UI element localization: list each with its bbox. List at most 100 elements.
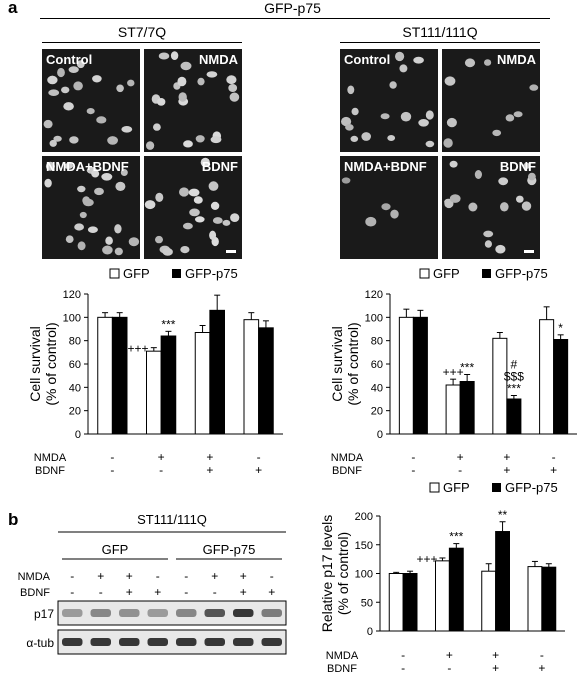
blot-band (62, 609, 83, 617)
micrograph-tile (442, 49, 540, 152)
cell-nucleus (380, 113, 390, 120)
legend-swatch-gfp (429, 482, 440, 493)
cell-nucleus (158, 52, 170, 60)
bar-gfp (388, 573, 404, 632)
cell-nucleus (418, 119, 429, 127)
cell-nucleus (87, 226, 98, 233)
legend-label-gfp: GFP (443, 480, 470, 495)
cell-nucleus (528, 172, 536, 181)
figure-header-title: GFP-p75 (264, 0, 321, 16)
significance-marker: +++ (127, 342, 148, 356)
bar-gfp-p75 (412, 316, 428, 435)
cell-nucleus (341, 177, 351, 184)
bar-gfp-p75 (258, 327, 274, 435)
bar-gfp-p75 (495, 531, 510, 632)
cell-nucleus (121, 126, 133, 133)
cell-nucleus (183, 140, 193, 148)
bar-gfp-p75 (506, 398, 522, 435)
significance-marker: +++ (443, 365, 464, 379)
bar-gfp (146, 350, 162, 435)
cell-nucleus (101, 173, 113, 181)
cell-nucleus (341, 116, 352, 127)
y-tick-label: 100 (355, 569, 373, 581)
cell-nucleus (513, 111, 523, 118)
cell-nucleus (495, 244, 506, 254)
condition-value: - (552, 450, 556, 464)
legend-swatch-gfp-p75 (492, 483, 501, 492)
blot-condition-value: - (99, 585, 103, 599)
cell-nucleus (212, 217, 223, 224)
bar-gfp-p75 (209, 309, 225, 435)
legend-label-gfp-p75: GFP-p75 (495, 268, 548, 281)
cell-nucleus (345, 124, 354, 131)
cell-nucleus (483, 230, 494, 238)
condition-value: + (206, 463, 213, 477)
blot-band (233, 638, 254, 646)
cell-nucleus (92, 75, 102, 83)
cell-nucleus (127, 79, 135, 87)
bar-gfp-p75 (553, 339, 569, 435)
cell-nucleus (365, 216, 377, 227)
blot-condition-value: - (270, 569, 274, 583)
blot-condition-value: + (126, 569, 133, 583)
y-tick-label: 50 (361, 597, 373, 609)
cell-nucleus (350, 135, 359, 142)
cell-nucleus (449, 160, 458, 168)
scale-bar (226, 250, 236, 253)
blot-condition-value: - (70, 585, 74, 599)
micrograph-group-st111: ST111/111Q Control NMDA NMDA+BDNF BDNF (340, 24, 540, 264)
group-rule (340, 42, 540, 43)
y-tick-label: 60 (69, 359, 81, 371)
condition-label: BDNF (35, 465, 65, 477)
cell-nucleus (91, 169, 100, 178)
condition-value: + (503, 450, 510, 464)
condition-value: - (401, 661, 405, 675)
cell-nucleus (189, 208, 200, 217)
blot-condition-value: + (211, 569, 218, 583)
cell-nucleus (44, 178, 52, 188)
cell-nucleus (449, 194, 461, 203)
blot-condition-value: + (154, 585, 161, 599)
blot-condition-value: + (240, 569, 247, 583)
cell-nucleus (77, 241, 86, 251)
blot-band (90, 638, 111, 646)
condition-label: NMDA (326, 650, 359, 662)
bar-gfp-p75 (448, 547, 464, 632)
cell-nucleus (387, 135, 396, 141)
tile-label: Control (46, 52, 92, 67)
cell-nucleus (516, 195, 524, 203)
y-tick-label: 120 (63, 289, 81, 301)
tile-label: BDNF (202, 159, 238, 174)
cell-nucleus (210, 136, 222, 144)
y-tick-label: 20 (371, 406, 383, 418)
cell-nucleus (115, 181, 126, 191)
tile-label: NMDA (199, 52, 239, 67)
bar-gfp (243, 319, 260, 435)
cell-nucleus (177, 76, 187, 87)
cell-nucleus (102, 245, 113, 255)
blot-condition-value: + (240, 585, 247, 599)
tile-label: NMDA+BDNF (46, 159, 129, 174)
cell-nucleus (96, 116, 107, 124)
cell-nucleus (399, 64, 408, 73)
blot-condition-label: BDNF (20, 587, 50, 599)
panel-b-letter: b (8, 510, 19, 529)
legend-label-gfp: GFP (433, 268, 460, 281)
cell-nucleus (65, 235, 74, 243)
cell-nucleus (77, 185, 86, 193)
blot-condition-label: NMDA (18, 571, 51, 583)
blot-band-label: p17 (34, 607, 54, 621)
y-axis-label: (% of control) (335, 532, 351, 615)
cell-nucleus (498, 177, 509, 186)
significance-marker: *** (161, 317, 175, 331)
cell-nucleus (505, 114, 515, 122)
cell-nucleus (209, 230, 217, 240)
condition-value: - (257, 450, 261, 464)
legend-label-gfp: GFP (123, 268, 150, 281)
y-tick-label: 100 (365, 312, 383, 324)
tile-label: NMDA+BDNF (344, 159, 427, 174)
blot-band (233, 609, 254, 617)
y-tick-label: 100 (63, 312, 81, 324)
cell-nucleus (45, 161, 55, 171)
bar-gfp (445, 384, 461, 435)
